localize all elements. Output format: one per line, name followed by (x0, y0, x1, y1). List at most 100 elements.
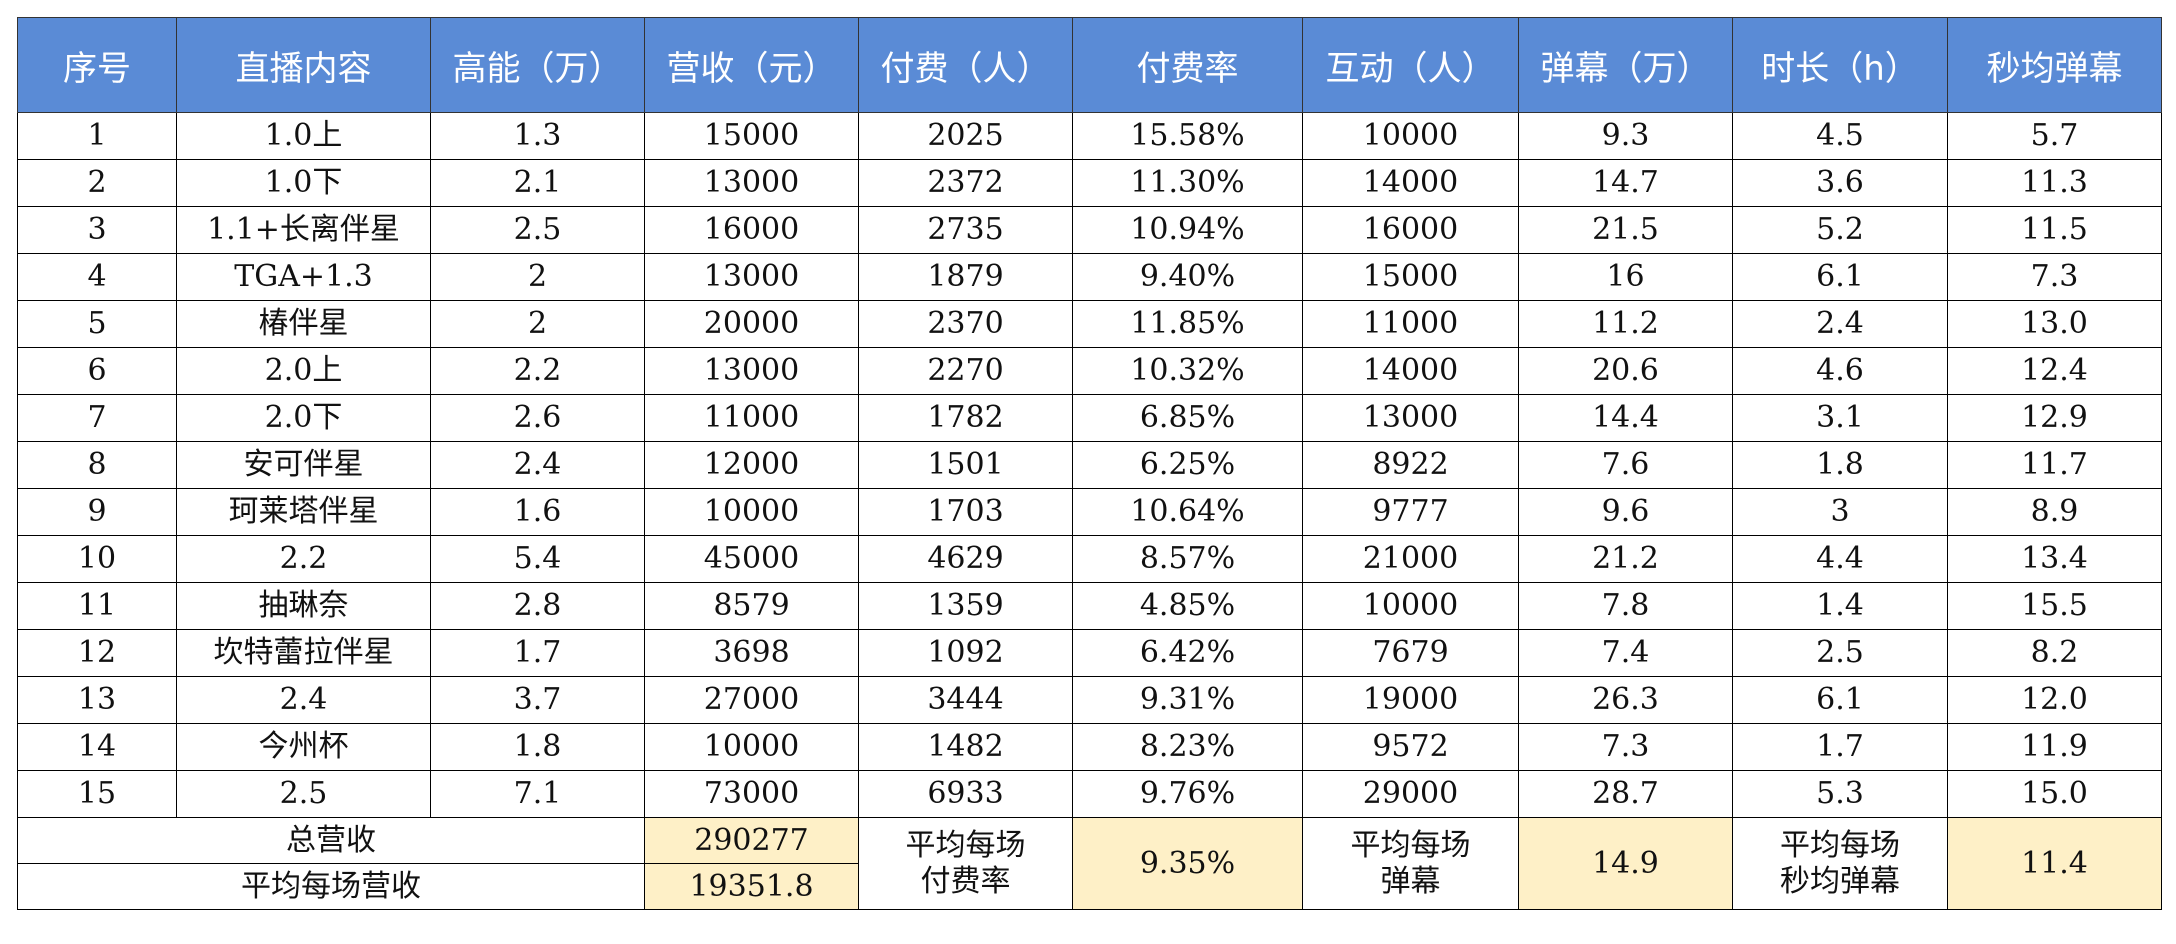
data-row: 12 坎特蕾拉伴星 1.7 3698 1092 6.42% 7679 7.4 2.5 8.2 (17, 629, 2162, 677)
data-cell: 2.2 (430, 347, 645, 395)
data-cell: 13.4 (1947, 535, 2162, 583)
data-cell: 今州杯 (176, 723, 431, 771)
data-cell: 45000 (644, 535, 859, 583)
data-cell: 9.40% (1072, 253, 1303, 301)
data-cell: 6.1 (1732, 676, 1948, 724)
data-cell: 4.6 (1732, 347, 1948, 395)
summary-label: 平均每场 付费率 (858, 817, 1073, 910)
data-cell: 2.5 (1732, 629, 1948, 677)
data-cell: 13.0 (1947, 300, 2162, 348)
table-container: 序号 直播内容 高能（万） 营收（元） 付费（人） 付费率 互动（人） 弹幕（万） 时长（h）秒… (17, 17, 2162, 910)
table-body: 1 1.0上 1.3 15000 2025 15.58% 10000 9.3 4.5 5.7 2 1.… (17, 112, 2162, 910)
data-cell: 21.2 (1518, 535, 1733, 583)
data-cell: 2.0上 (176, 347, 431, 395)
data-cell: 8.2 (1947, 629, 2162, 677)
data-cell: 2270 (858, 347, 1073, 395)
data-cell: 1 (17, 112, 177, 160)
data-cell: 1879 (858, 253, 1073, 301)
data-cell: 9 (17, 488, 177, 536)
data-row: 5 椿伴星 2 20000 2370 11.85% 11000 11.2 2.4 13.0 (17, 300, 2162, 348)
data-cell: 2.5 (176, 770, 431, 818)
data-cell: 4 (17, 253, 177, 301)
data-cell: 9777 (1302, 488, 1519, 536)
summary-row: 总营收 290277 平均每场 付费率 9.35% 平均每场 弹幕 14.9 平均每场 秒均… (17, 817, 2162, 910)
data-cell: 2.0下 (176, 394, 431, 442)
data-cell: 2 (430, 300, 645, 348)
data-cell: 12.0 (1947, 676, 2162, 724)
data-row: 13 2.4 3.7 27000 3444 9.31% 19000 26.3 6.1 12.0 (17, 676, 2162, 724)
data-cell: 20000 (644, 300, 859, 348)
data-cell: 8922 (1302, 441, 1519, 489)
data-cell: 10 (17, 535, 177, 583)
data-cell: 11 (17, 582, 177, 630)
data-cell: 7.4 (1518, 629, 1733, 677)
data-cell: 20.6 (1518, 347, 1733, 395)
data-cell: 8.23% (1072, 723, 1303, 771)
data-cell: 3 (17, 206, 177, 254)
data-cell: 14.7 (1518, 159, 1733, 207)
data-cell: 1501 (858, 441, 1073, 489)
data-cell: 1703 (858, 488, 1073, 536)
data-cell: 2.4 (1732, 300, 1948, 348)
data-cell: 16000 (1302, 206, 1519, 254)
data-cell: 5.4 (430, 535, 645, 583)
data-cell: 14000 (1302, 159, 1519, 207)
header-cell: 时长（h） (1732, 17, 1948, 113)
data-cell: 10.64% (1072, 488, 1303, 536)
data-cell: 7.1 (430, 770, 645, 818)
data-cell: 3.7 (430, 676, 645, 724)
data-cell: 2372 (858, 159, 1073, 207)
data-cell: 安可伴星 (176, 441, 431, 489)
data-cell: 5.3 (1732, 770, 1948, 818)
data-cell: 21000 (1302, 535, 1519, 583)
data-cell: 1482 (858, 723, 1073, 771)
header-cell: 序号 (17, 17, 177, 113)
data-cell: 9.31% (1072, 676, 1303, 724)
data-cell: 4.85% (1072, 582, 1303, 630)
data-cell: 2.8 (430, 582, 645, 630)
data-row: 11 抽琳奈 2.8 8579 1359 4.85% 10000 7.8 1.4 15.5 (17, 582, 2162, 630)
data-row: 8 安可伴星 2.4 12000 1501 6.25% 8922 7.6 1.8 11.7 (17, 441, 2162, 489)
data-cell: 5 (17, 300, 177, 348)
data-cell: 14.4 (1518, 394, 1733, 442)
data-cell: 椿伴星 (176, 300, 431, 348)
data-cell: 9.6 (1518, 488, 1733, 536)
data-cell: 6.25% (1072, 441, 1303, 489)
header-cell: 付费（人） (858, 17, 1073, 113)
data-row: 7 2.0下 2.6 11000 1782 6.85% 13000 14.4 3.1 12.9 (17, 394, 2162, 442)
data-cell: 1.6 (430, 488, 645, 536)
summary-value: 9.35% (1072, 817, 1303, 910)
data-cell: 2 (17, 159, 177, 207)
data-row: 6 2.0上 2.2 13000 2270 10.32% 14000 20.6 4.6 12.4 (17, 347, 2162, 395)
summary-label: 平均每场 弹幕 (1302, 817, 1519, 910)
data-cell: 6.85% (1072, 394, 1303, 442)
summary-value: 19351.8 (644, 863, 859, 910)
data-cell: 4.5 (1732, 112, 1948, 160)
data-cell: 21.5 (1518, 206, 1733, 254)
data-row: 4 TGA+1.3 2 13000 1879 9.40% 15000 16 6.1 7.3 (17, 253, 2162, 301)
data-cell: 7.3 (1518, 723, 1733, 771)
data-cell: 15.58% (1072, 112, 1303, 160)
data-cell: 11.3 (1947, 159, 2162, 207)
data-cell: 26.3 (1518, 676, 1733, 724)
data-cell: 2.5 (430, 206, 645, 254)
data-cell: 15000 (1302, 253, 1519, 301)
data-cell: 1.7 (430, 629, 645, 677)
data-cell: 3444 (858, 676, 1073, 724)
data-cell: 9.76% (1072, 770, 1303, 818)
data-cell: 27000 (644, 676, 859, 724)
data-row: 10 2.2 5.4 45000 4629 8.57% 21000 21.2 4.4 13.4 (17, 535, 2162, 583)
data-cell: 13000 (644, 159, 859, 207)
data-cell: 13 (17, 676, 177, 724)
data-cell: 10000 (644, 488, 859, 536)
data-cell: 2 (430, 253, 645, 301)
data-cell: 1.3 (430, 112, 645, 160)
data-cell: 16000 (644, 206, 859, 254)
data-cell: 9572 (1302, 723, 1519, 771)
header-cell: 互动（人） (1302, 17, 1519, 113)
data-cell: 珂莱塔伴星 (176, 488, 431, 536)
data-cell: 3.6 (1732, 159, 1948, 207)
data-cell: 3 (1732, 488, 1948, 536)
data-cell: 1782 (858, 394, 1073, 442)
